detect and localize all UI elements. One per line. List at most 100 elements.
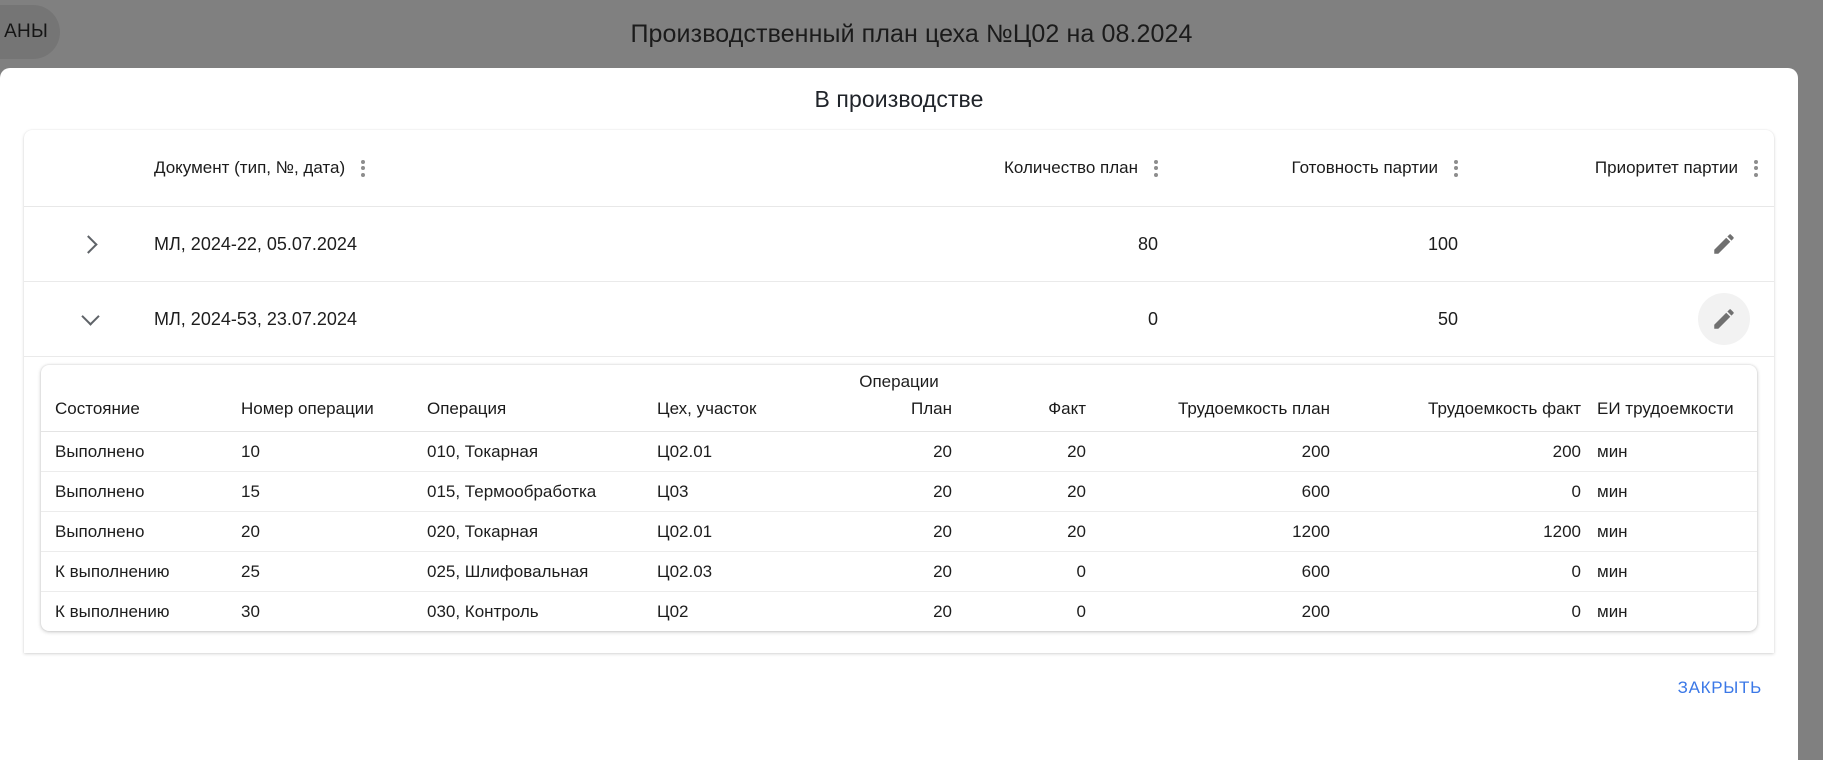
operation-name: 010, Токарная <box>427 431 657 472</box>
page-title: Производственный план цеха №Ц02 на 08.20… <box>630 19 1193 48</box>
operation-fact: 20 <box>966 431 1100 472</box>
section-heading-label: В производстве <box>814 85 984 112</box>
operation-fact: 20 <box>966 511 1100 552</box>
operation-shop-area: Ц03 <box>657 471 832 512</box>
column-header-batch-priority-label: Приоритет партии <box>1594 158 1738 177</box>
operations-detail-panel: Операции Состояние Номер операции Операц… <box>24 357 1774 653</box>
operation-labor-plan: 1200 <box>1100 511 1346 552</box>
operations-card: Операции Состояние Номер операции Операц… <box>41 365 1757 631</box>
batch-priority-cell <box>1474 293 1774 345</box>
edit-button[interactable] <box>1698 293 1750 345</box>
backdrop-tab-plans[interactable]: АНЫ <box>0 5 60 59</box>
operations-table-body: Выполнено 10 010, Токарная Ц02.01 20 20 … <box>41 431 1757 632</box>
operation-shop-area: Ц02 <box>657 601 689 621</box>
column-header-quantity-plan[interactable]: Количество план <box>874 158 1174 178</box>
operation-shop-area: Ц02.01 <box>657 511 832 552</box>
kebab-menu-icon[interactable] <box>361 159 366 177</box>
backdrop-tab-label: АНЫ <box>4 21 48 42</box>
column-header-document-label: Документ (тип, №, дата) <box>154 158 346 177</box>
batch-quantity-plan: 80 <box>1137 233 1158 254</box>
operation-plan: 20 <box>832 511 966 552</box>
batches-card: Документ (тип, №, дата) Количество план … <box>24 130 1774 653</box>
operations-table: Состояние Номер операции Операция Цех, у… <box>41 399 1757 631</box>
operation-number: 20 <box>241 511 427 552</box>
column-header-batch-readiness[interactable]: Готовность партии <box>1174 158 1474 178</box>
operations-table-header: Состояние Номер операции Операция Цех, у… <box>41 399 1757 432</box>
operations-title-label: Операции <box>859 372 939 391</box>
column-header-state[interactable]: Состояние <box>41 399 241 432</box>
operation-name: 015, Термообработка <box>427 471 657 512</box>
operation-labor-fact: 0 <box>1346 471 1597 512</box>
operation-state: Выполнено <box>41 471 241 512</box>
operation-plan: 20 <box>832 431 966 472</box>
column-header-batch-priority[interactable]: Приоритет партии <box>1474 158 1774 178</box>
table-row[interactable]: Выполнено 20 020, Токарная Ц02.01 20 20 … <box>41 511 1757 552</box>
table-row[interactable]: К выполнению 25 025, Шлифовальная Ц02.03… <box>41 551 1757 592</box>
batch-readiness: 50 <box>1437 308 1458 329</box>
operation-labor-fact: 0 <box>1571 601 1581 621</box>
close-button[interactable]: ЗАКРЫТЬ <box>1668 670 1772 706</box>
operation-plan: 20 <box>832 471 966 512</box>
column-header-document[interactable]: Документ (тип, №, дата) <box>134 158 874 178</box>
operation-name: 025, Шлифовальная <box>427 551 657 592</box>
chevron-right-icon[interactable] <box>68 222 112 266</box>
operation-labor-unit: мин <box>1597 511 1757 552</box>
chevron-down-icon[interactable] <box>68 297 112 341</box>
table-row[interactable]: Выполнено 10 010, Токарная Ц02.01 20 20 … <box>41 431 1757 472</box>
column-header-labor-plan[interactable]: Трудоемкость план <box>1100 399 1346 432</box>
column-header-quantity-plan-label: Количество план <box>1004 158 1138 177</box>
edit-button[interactable] <box>1698 218 1750 270</box>
operation-labor-fact: 200 <box>1346 431 1597 472</box>
table-row[interactable]: МЛ, 2024-53, 23.07.2024 0 50 <box>24 282 1774 357</box>
batch-document: МЛ, 2024-22, 05.07.2024 <box>154 233 357 254</box>
operation-plan: 20 <box>832 551 966 592</box>
kebab-menu-icon[interactable] <box>1154 159 1158 177</box>
column-header-plan[interactable]: План <box>832 399 966 432</box>
operation-labor-unit: мин <box>1597 551 1757 592</box>
column-header-fact[interactable]: Факт <box>966 399 1100 432</box>
operation-plan: 20 <box>933 601 952 621</box>
column-header-labor-fact[interactable]: Трудоемкость факт <box>1346 399 1597 432</box>
column-header-operation-number[interactable]: Номер операции <box>241 399 427 432</box>
operation-state: К выполнению <box>55 601 170 621</box>
operation-shop-area: Ц02.01 <box>657 431 832 472</box>
pencil-icon <box>1714 309 1734 329</box>
batch-priority-cell <box>1474 218 1774 270</box>
table-row[interactable]: К выполнению 30 030, Контроль Ц02 20 0 2… <box>41 592 1757 632</box>
operation-fact: 0 <box>966 551 1100 592</box>
batch-document: МЛ, 2024-53, 23.07.2024 <box>154 308 357 329</box>
column-header-batch-readiness-label: Готовность партии <box>1291 158 1438 177</box>
operation-number: 25 <box>241 551 427 592</box>
dialog-footer: ЗАКРЫТЬ <box>0 670 1798 706</box>
operation-labor-unit: мин <box>1597 471 1757 512</box>
operations-header-row: Состояние Номер операции Операция Цех, у… <box>41 399 1757 432</box>
kebab-menu-icon[interactable] <box>1754 159 1758 177</box>
column-header-labor-unit[interactable]: ЕИ трудоемкости <box>1597 399 1757 432</box>
operation-labor-fact: 1200 <box>1346 511 1597 552</box>
operation-labor-plan: 200 <box>1100 431 1346 472</box>
column-header-operation[interactable]: Операция <box>427 399 657 432</box>
operation-number: 10 <box>241 431 427 472</box>
batch-readiness: 100 <box>1427 233 1458 254</box>
operation-labor-unit: мин <box>1597 601 1628 621</box>
table-row[interactable]: Выполнено 15 015, Термообработка Ц03 20 … <box>41 471 1757 512</box>
kebab-menu-icon[interactable] <box>1454 159 1458 177</box>
dialog-title-bar: Производственный план цеха №Ц02 на 08.20… <box>0 0 1823 68</box>
operation-labor-fact: 0 <box>1346 551 1597 592</box>
section-heading-in-production: В производстве <box>0 68 1798 130</box>
operation-state: Выполнено <box>41 511 241 552</box>
pencil-icon <box>1714 234 1734 254</box>
operation-shop-area: Ц02.03 <box>657 551 832 592</box>
operation-name: 020, Токарная <box>427 511 657 552</box>
batches-table-header: Документ (тип, №, дата) Количество план … <box>24 130 1774 207</box>
operation-number: 30 <box>241 601 260 621</box>
operation-state: Выполнено <box>41 431 241 472</box>
operation-labor-unit: мин <box>1597 431 1757 472</box>
operation-labor-plan: 600 <box>1100 471 1346 512</box>
operation-name: 030, Контроль <box>427 601 539 621</box>
operation-labor-plan: 200 <box>1301 601 1330 621</box>
column-header-shop-area[interactable]: Цех, участок <box>657 399 832 432</box>
table-row[interactable]: МЛ, 2024-22, 05.07.2024 80 100 <box>24 207 1774 282</box>
production-plan-dialog: В производстве Документ (тип, №, дата) К… <box>0 68 1798 760</box>
operation-number: 15 <box>241 471 427 512</box>
